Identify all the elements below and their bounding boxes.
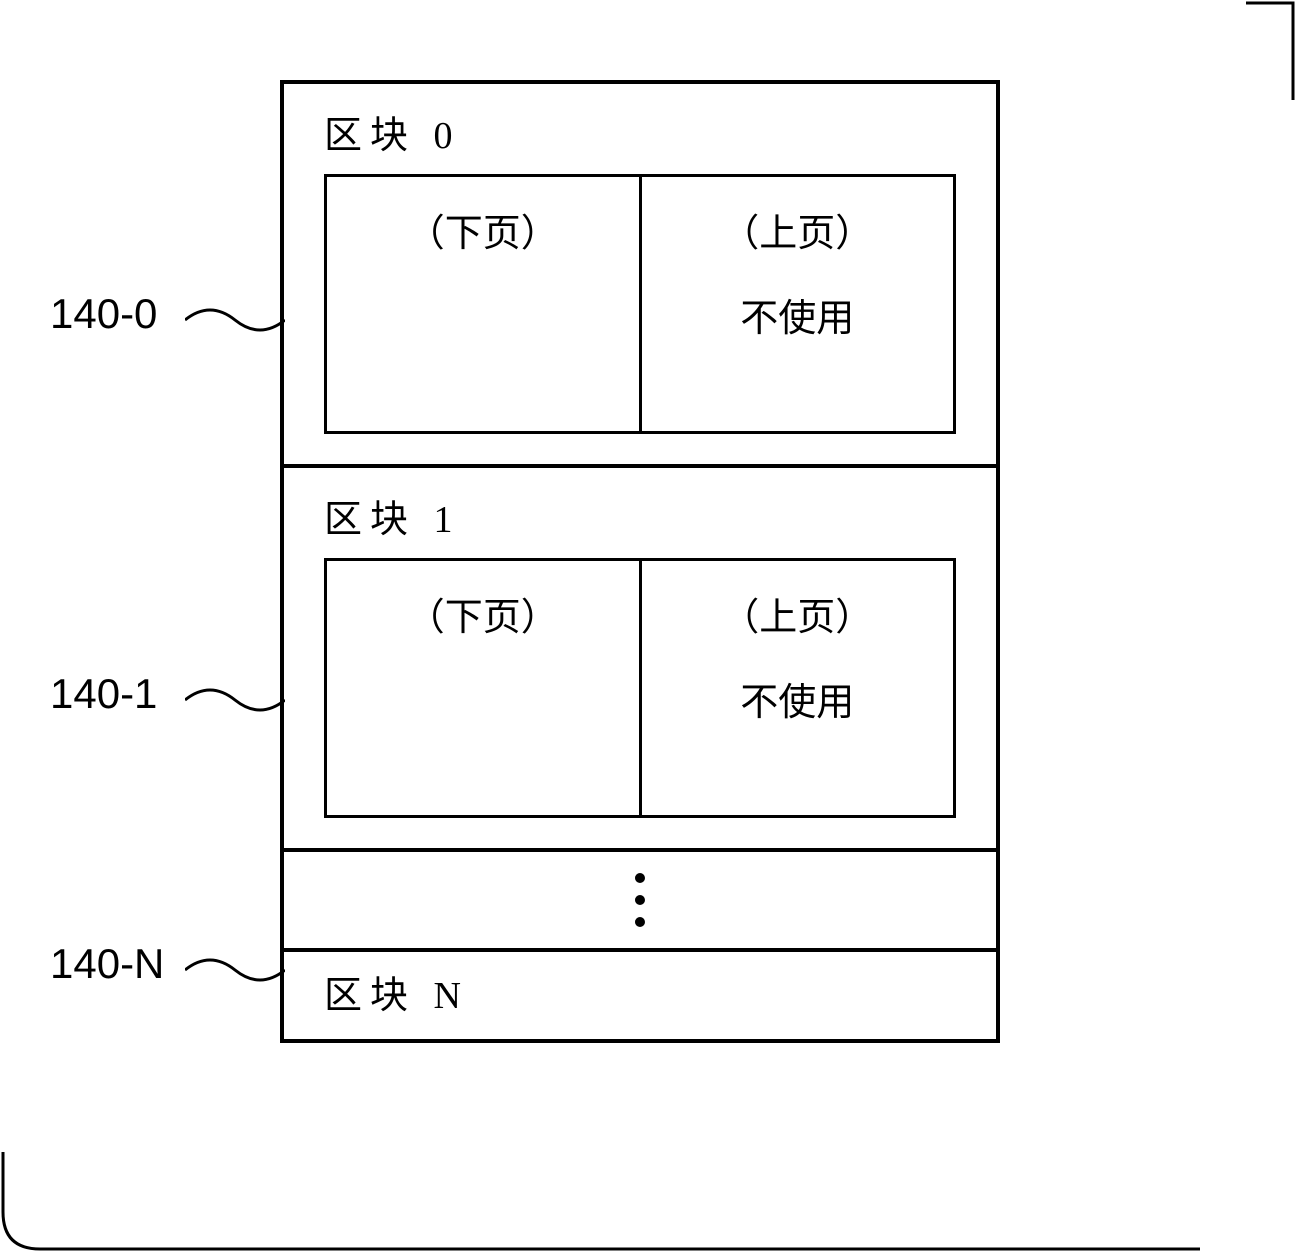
- outer-box: 区块 0 （下页） （上页） 不使用 区块 1 （下页）: [280, 80, 1000, 1043]
- connector-block-n: [185, 950, 285, 990]
- cell-text: 不使用: [662, 287, 934, 342]
- block-0: 区块 0 （下页） （上页） 不使用: [284, 84, 996, 468]
- ref-label-block-0: 140-0: [50, 290, 157, 338]
- vertical-ellipsis-icon: [635, 861, 645, 939]
- block-n: 区块 N: [284, 952, 996, 1039]
- block-1-cell-right: （上页） 不使用: [642, 561, 954, 815]
- cell-label: （下页）: [347, 586, 619, 641]
- block-0-inner: （下页） （上页） 不使用: [324, 174, 956, 434]
- block-1-cell-left: （下页）: [327, 561, 642, 815]
- ref-label-block-1: 140-1: [50, 670, 157, 718]
- cell-label: （下页）: [347, 202, 619, 257]
- cell-label: （上页）: [662, 586, 934, 641]
- block-title: 区块 N: [324, 964, 956, 1019]
- ref-label-block-n: 140-N: [50, 940, 164, 988]
- block-0-cell-left: （下页）: [327, 177, 642, 431]
- cell-label: （上页）: [662, 202, 934, 257]
- block-title: 区块 1: [324, 488, 956, 543]
- block-0-cell-right: （上页） 不使用: [642, 177, 954, 431]
- block-1: 区块 1 （下页） （上页） 不使用: [284, 468, 996, 852]
- diagram-container: 区块 0 （下页） （上页） 不使用 区块 1 （下页）: [280, 80, 1000, 1043]
- ellipsis-row: [284, 852, 996, 952]
- block-title: 区块 0: [324, 104, 956, 159]
- page-border-bottom: [0, 1152, 1200, 1252]
- page-border-corner-tr: [1246, 0, 1296, 100]
- ref-label-text: 140-N: [50, 940, 164, 987]
- connector-block-1: [185, 680, 285, 720]
- cell-text: 不使用: [662, 671, 934, 726]
- ref-label-text: 140-1: [50, 670, 157, 717]
- block-1-inner: （下页） （上页） 不使用: [324, 558, 956, 818]
- ref-label-text: 140-0: [50, 290, 157, 337]
- connector-block-0: [185, 300, 285, 340]
